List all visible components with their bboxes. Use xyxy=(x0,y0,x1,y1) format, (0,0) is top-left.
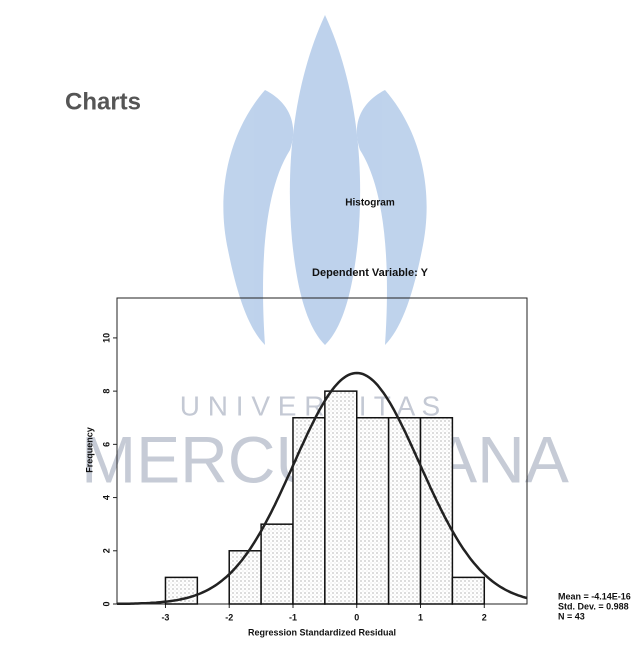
y-axis-label: Frequency xyxy=(84,427,94,473)
chart-title: Histogram xyxy=(345,198,395,209)
bar xyxy=(260,523,294,605)
chart-subtitle: Dependent Variable: Y xyxy=(312,267,429,279)
stats-label: N = 43 xyxy=(558,611,585,621)
y-tick-label: 10 xyxy=(101,333,111,343)
x-tick-label: -2 xyxy=(225,612,233,622)
x-tick-label: 1 xyxy=(418,612,423,622)
y-tick-label: 2 xyxy=(101,548,111,553)
x-tick-label: -1 xyxy=(289,612,297,622)
x-tick-label: 0 xyxy=(354,612,359,622)
y-tick-label: 4 xyxy=(101,495,111,500)
bar xyxy=(356,416,390,605)
bar xyxy=(419,416,454,605)
bar xyxy=(451,576,486,605)
bar xyxy=(292,416,326,605)
watermark-logo xyxy=(223,15,427,345)
bar xyxy=(228,550,262,605)
heading: Charts xyxy=(65,88,141,115)
x-axis-label: Regression Standardized Residual xyxy=(248,627,396,637)
normal-curve xyxy=(117,371,528,606)
y-tick-label: 6 xyxy=(101,442,111,447)
stats-label: Mean = -4.14E-16 xyxy=(558,591,631,601)
y-tick-label: 8 xyxy=(101,389,111,394)
x-tick-label: -3 xyxy=(161,612,169,622)
y-tick-label: 0 xyxy=(101,601,111,606)
stats-label: Std. Dev. = 0.988 xyxy=(558,601,629,611)
bar xyxy=(324,390,358,605)
bar xyxy=(387,416,422,605)
watermark-top: U N I V E R S I T A S xyxy=(180,390,440,421)
x-tick-label: 2 xyxy=(482,612,487,622)
